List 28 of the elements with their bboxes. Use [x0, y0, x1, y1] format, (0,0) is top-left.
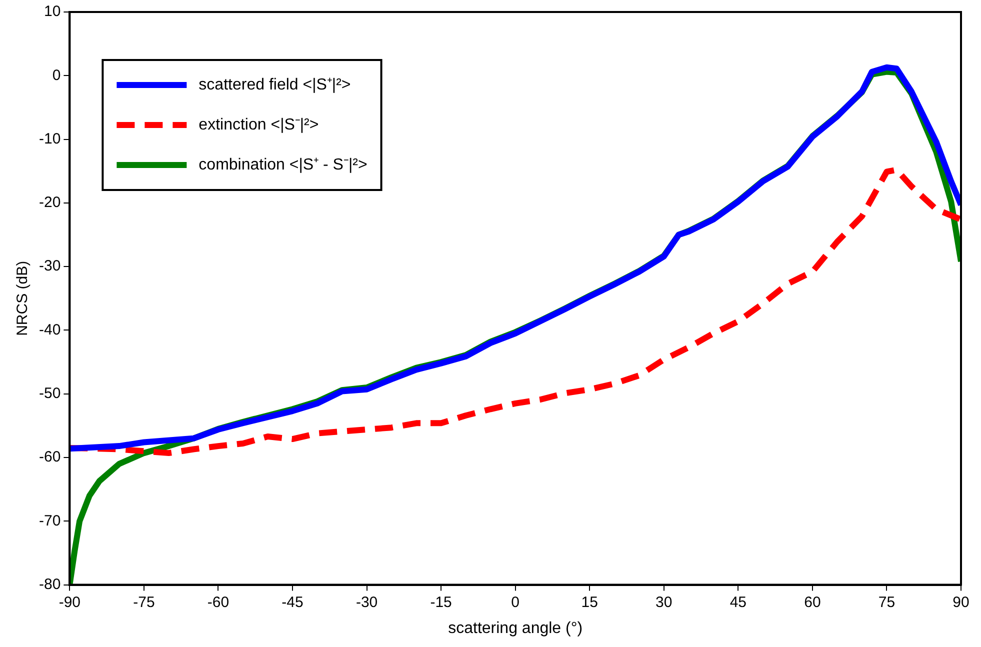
x-tick-label: 30	[656, 594, 672, 611]
y-tick-label: 10	[44, 3, 61, 20]
x-tick-label: 0	[511, 594, 520, 611]
x-tick-label: -75	[133, 594, 155, 611]
y-tick-label: -60	[38, 448, 61, 466]
x-tick-label: -30	[356, 594, 378, 611]
x-tick-label: 15	[581, 594, 598, 611]
y-tick-label: 0	[52, 66, 61, 84]
legend-label: combination <|S⁺ - S⁻|²>	[198, 156, 368, 174]
x-tick-label: 60	[804, 594, 821, 611]
y-axis-title: NRCS (dB)	[14, 260, 32, 336]
x-tick-label: 90	[952, 594, 970, 611]
y-tick-label: -10	[38, 130, 61, 148]
y-tick-label: -30	[38, 258, 61, 275]
y-tick-label: -80	[38, 576, 61, 593]
y-tick-label: -40	[38, 321, 61, 338]
x-tick-label: -60	[207, 594, 230, 611]
y-tick-label: -50	[38, 385, 61, 402]
y-tick-label: -20	[38, 194, 61, 212]
x-tick-label: -45	[282, 594, 304, 611]
x-axis-title: scattering angle (°)	[448, 620, 583, 637]
y-tick-label: -70	[38, 512, 61, 530]
legend-label: scattered field <|S⁺|²>	[198, 76, 351, 94]
x-tick-label: 45	[730, 594, 747, 611]
x-tick-label: -90	[58, 594, 81, 611]
legend-label: extinction <|S⁻|²>	[198, 116, 319, 134]
x-tick-label: 75	[878, 594, 896, 611]
x-tick-label: -15	[430, 594, 452, 611]
